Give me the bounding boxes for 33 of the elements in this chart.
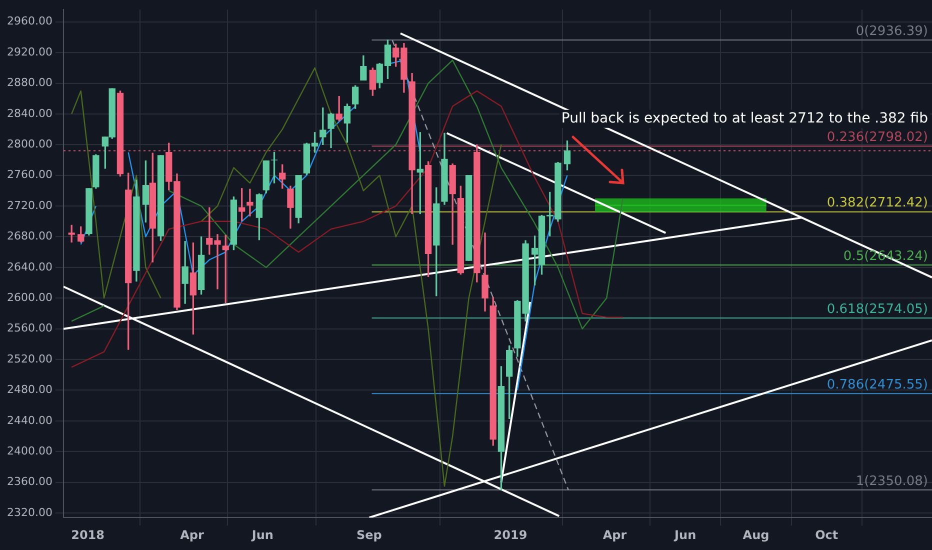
ref-line-label: 1(2350.08) — [856, 474, 928, 489]
y-tick-label: 2760.00 — [6, 168, 52, 182]
ref-line-label: 0.382(2712.42) — [826, 196, 928, 211]
y-tick-label: 2640.00 — [6, 260, 52, 274]
annotation: Pull back is expected to at least 2712 to the .382 fib — [561, 110, 928, 126]
y-tick-label: 2800.00 — [6, 138, 52, 151]
x-tick-label: Jun — [250, 528, 274, 542]
y-tick-label: 2600.00 — [6, 290, 52, 304]
y-tick-label: 2680.00 — [6, 230, 52, 243]
x-tick-label: Apr — [180, 528, 204, 542]
ref-line-label: 0.618(2574.05) — [826, 302, 928, 317]
y-tick-label: 2440.00 — [6, 414, 52, 427]
y-tick-label: 2520.00 — [6, 352, 52, 366]
ref-line-label: 0.236(2798.02) — [826, 130, 928, 146]
x-tick-label: Apr — [602, 528, 627, 542]
y-tick-label: 2840.00 — [6, 106, 52, 120]
ref-line-label: 0.786(2475.55) — [826, 378, 928, 393]
x-tick-label: Sep — [356, 528, 382, 542]
ref-line-label: 0(2936.39) — [856, 24, 928, 39]
x-tick-label: Aug — [742, 528, 770, 542]
x-tick-label: 2018 — [71, 528, 105, 542]
y-tick-label: 2880.00 — [6, 76, 52, 90]
x-tick-label: Oct — [815, 528, 838, 542]
y-tick-label: 2320.00 — [6, 506, 52, 519]
y-tick-label: 2400.00 — [6, 444, 52, 458]
y-tick-label: 2480.00 — [6, 383, 52, 396]
y-tick-label: 2360.00 — [6, 475, 52, 488]
y-tick-label: 2920.00 — [6, 45, 52, 58]
y-tick-label: 2960.00 — [6, 14, 52, 28]
x-tick-label: 2019 — [494, 528, 528, 542]
y-tick-label: 2560.00 — [6, 322, 52, 335]
y-tick-label: 2720.00 — [6, 198, 52, 212]
x-tick-label: Jun — [674, 528, 696, 542]
